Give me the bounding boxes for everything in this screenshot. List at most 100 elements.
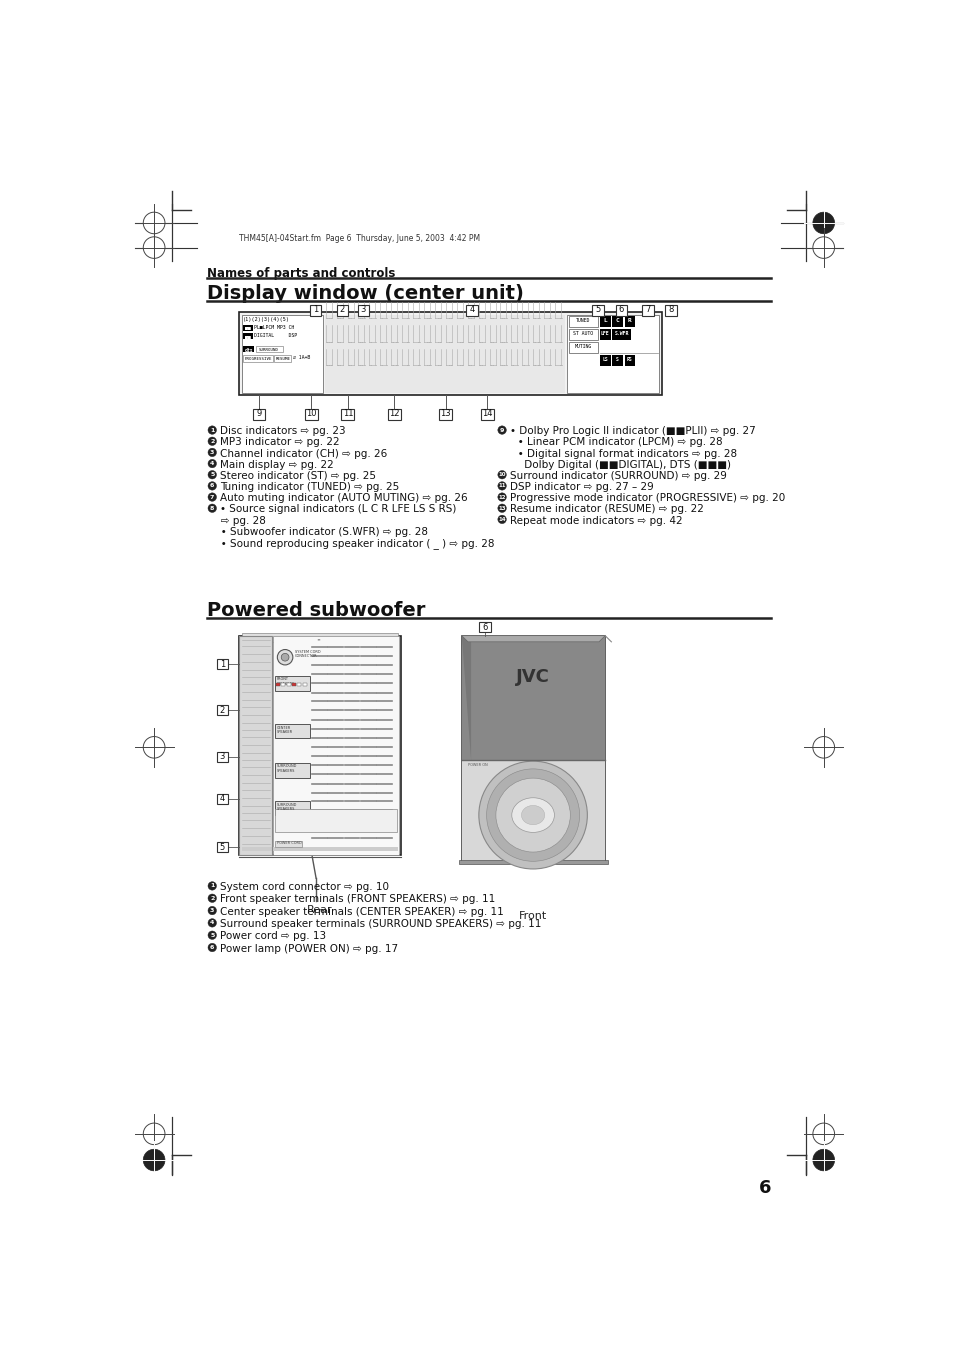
Text: RESUME: RESUME bbox=[275, 357, 290, 361]
Text: MP3 indicator ⇨ pg. 22: MP3 indicator ⇨ pg. 22 bbox=[220, 438, 339, 447]
FancyBboxPatch shape bbox=[615, 305, 627, 316]
Text: CENTER
SPEAKER: CENTER SPEAKER bbox=[276, 725, 293, 735]
Bar bbox=[274, 724, 310, 738]
Text: Dolby Digital (■■DIGITAL), DTS (■■■): Dolby Digital (■■DIGITAL), DTS (■■■) bbox=[508, 459, 731, 470]
Text: 11: 11 bbox=[342, 409, 353, 419]
Text: 6: 6 bbox=[618, 305, 623, 315]
Bar bbox=[243, 355, 273, 362]
Bar bbox=[612, 316, 622, 327]
Text: Surround indicator (SURROUND) ⇨ pg. 29: Surround indicator (SURROUND) ⇨ pg. 29 bbox=[509, 471, 726, 481]
Text: THM45[A]-04Start.fm  Page 6  Thursday, June 5, 2003  4:42 PM: THM45[A]-04Start.fm Page 6 Thursday, Jun… bbox=[239, 234, 480, 243]
Text: 10: 10 bbox=[497, 473, 505, 477]
Bar bbox=[274, 842, 302, 847]
Text: Progressive mode indicator (PROGRESSIVE) ⇨ pg. 20: Progressive mode indicator (PROGRESSIVE)… bbox=[509, 493, 784, 503]
FancyBboxPatch shape bbox=[641, 305, 653, 316]
Text: SURROUND
SPEAKERS: SURROUND SPEAKERS bbox=[276, 765, 296, 773]
Circle shape bbox=[497, 482, 506, 490]
Text: MUTING: MUTING bbox=[575, 345, 592, 349]
Text: 1: 1 bbox=[219, 659, 225, 669]
Bar bbox=[461, 636, 604, 863]
Text: 3: 3 bbox=[210, 908, 214, 913]
Text: 11: 11 bbox=[497, 484, 505, 489]
Circle shape bbox=[812, 736, 834, 758]
Text: 7: 7 bbox=[644, 305, 650, 315]
FancyBboxPatch shape bbox=[216, 751, 228, 762]
Bar bbox=[274, 355, 291, 362]
Text: 5: 5 bbox=[595, 305, 600, 315]
Text: Disc indicators ⇨ pg. 23: Disc indicators ⇨ pg. 23 bbox=[220, 426, 345, 436]
Text: POWER CORD: POWER CORD bbox=[276, 842, 301, 846]
FancyBboxPatch shape bbox=[480, 409, 494, 420]
Ellipse shape bbox=[511, 797, 554, 832]
Text: Auto muting indicator (AUTO MUTING) ⇨ pg. 26: Auto muting indicator (AUTO MUTING) ⇨ pg… bbox=[220, 493, 467, 503]
Text: • Dolby Pro Logic II indicator (■■PLII) ⇨ pg. 27: • Dolby Pro Logic II indicator (■■PLII) … bbox=[509, 426, 755, 436]
Text: 6: 6 bbox=[210, 944, 214, 950]
Text: 6: 6 bbox=[482, 623, 487, 632]
Bar bbox=[274, 763, 310, 778]
Text: 10: 10 bbox=[306, 409, 316, 419]
Bar bbox=[239, 636, 272, 855]
Text: Display window (center unit): Display window (center unit) bbox=[207, 284, 523, 303]
Text: JVC: JVC bbox=[516, 669, 550, 686]
Text: 2: 2 bbox=[210, 439, 214, 443]
Circle shape bbox=[277, 650, 293, 665]
Bar bbox=[568, 330, 598, 340]
Text: 13: 13 bbox=[497, 505, 505, 511]
Bar bbox=[274, 809, 397, 832]
Bar bbox=[292, 682, 295, 686]
Text: Names of parts and controls: Names of parts and controls bbox=[207, 267, 395, 280]
Bar bbox=[241, 847, 397, 851]
Bar bbox=[281, 682, 285, 686]
Text: • Digital signal format indicators ⇨ pg. 28: • Digital signal format indicators ⇨ pg.… bbox=[508, 449, 737, 458]
Bar bbox=[599, 316, 610, 327]
Text: Front: Front bbox=[518, 911, 547, 920]
Bar bbox=[243, 346, 253, 353]
Text: System cord connector ⇨ pg. 10: System cord connector ⇨ pg. 10 bbox=[220, 882, 389, 892]
Text: LFE: LFE bbox=[600, 331, 609, 336]
Text: 6: 6 bbox=[210, 484, 214, 489]
Text: 3: 3 bbox=[219, 753, 225, 761]
Circle shape bbox=[208, 504, 216, 512]
Bar bbox=[599, 355, 610, 366]
Circle shape bbox=[497, 515, 506, 524]
Text: C: C bbox=[615, 317, 618, 323]
Polygon shape bbox=[461, 636, 604, 642]
Text: TUNED: TUNED bbox=[576, 317, 590, 323]
FancyBboxPatch shape bbox=[592, 305, 603, 316]
Text: 12: 12 bbox=[389, 409, 399, 419]
Text: Surround speaker terminals (SURROUND SPEAKERS) ⇨ pg. 11: Surround speaker terminals (SURROUND SPE… bbox=[220, 919, 540, 929]
Circle shape bbox=[208, 882, 216, 890]
FancyBboxPatch shape bbox=[216, 794, 228, 804]
Bar bbox=[241, 632, 397, 642]
Text: ⇵ 1A⇔B: ⇵ 1A⇔B bbox=[293, 355, 310, 361]
Text: 14: 14 bbox=[497, 517, 505, 521]
Text: R: R bbox=[627, 317, 631, 323]
Bar bbox=[568, 316, 598, 327]
Text: 9: 9 bbox=[499, 427, 504, 432]
Text: Tuning indicator (TUNED) ⇨ pg. 25: Tuning indicator (TUNED) ⇨ pg. 25 bbox=[220, 482, 399, 492]
Text: Center speaker terminals (CENTER SPEAKER) ⇨ pg. 11: Center speaker terminals (CENTER SPEAKER… bbox=[220, 907, 503, 917]
Circle shape bbox=[208, 482, 216, 490]
Text: 4: 4 bbox=[210, 920, 214, 925]
Circle shape bbox=[208, 436, 216, 446]
Text: Power cord ⇨ pg. 13: Power cord ⇨ pg. 13 bbox=[220, 931, 326, 942]
Polygon shape bbox=[461, 636, 471, 761]
Circle shape bbox=[208, 943, 216, 951]
Text: Main display ⇨ pg. 22: Main display ⇨ pg. 22 bbox=[220, 459, 334, 470]
Text: 5: 5 bbox=[210, 932, 214, 938]
FancyBboxPatch shape bbox=[357, 305, 369, 316]
Circle shape bbox=[143, 236, 165, 258]
Text: ■■: ■■ bbox=[245, 335, 251, 339]
Circle shape bbox=[497, 426, 506, 434]
Text: 5: 5 bbox=[219, 843, 225, 852]
Text: SYSTEM CORD
CONNECTOR: SYSTEM CORD CONNECTOR bbox=[294, 650, 320, 658]
Text: PROGRESSIVE: PROGRESSIVE bbox=[244, 357, 272, 361]
Text: • Linear PCM indicator (LPCM) ⇨ pg. 28: • Linear PCM indicator (LPCM) ⇨ pg. 28 bbox=[508, 438, 722, 447]
Text: 2: 2 bbox=[219, 705, 225, 715]
FancyBboxPatch shape bbox=[478, 623, 491, 632]
Text: ◄►: ◄► bbox=[317, 639, 322, 643]
Text: 12: 12 bbox=[497, 494, 505, 500]
Text: PL■LPCM MP3 CH: PL■LPCM MP3 CH bbox=[253, 324, 294, 330]
Text: dts: dts bbox=[244, 347, 253, 353]
Text: 4: 4 bbox=[469, 305, 474, 315]
